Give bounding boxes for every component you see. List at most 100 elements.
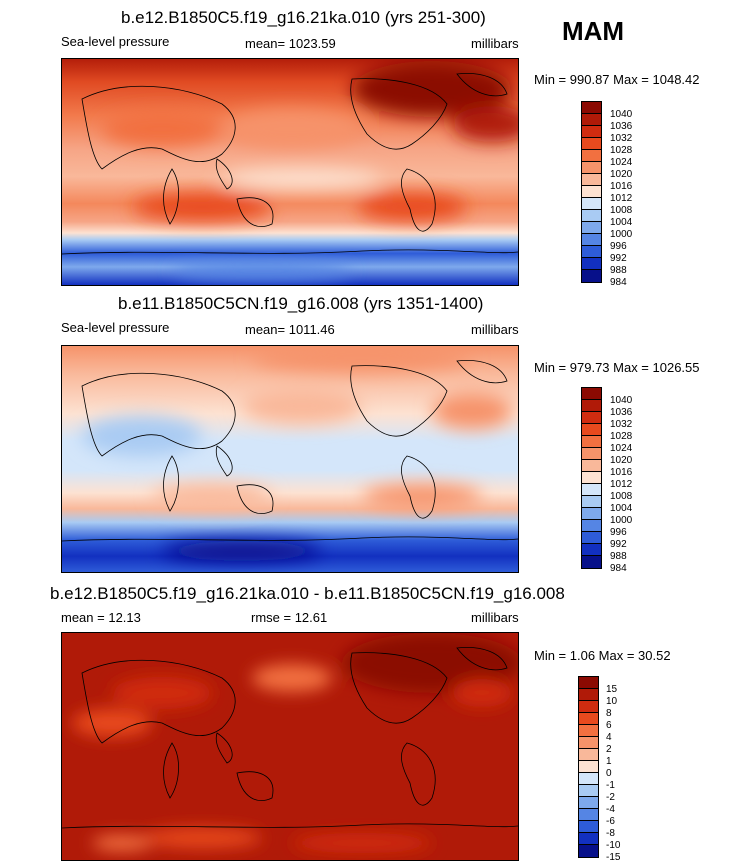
panel3-cb-cell	[579, 689, 598, 701]
panel1-cb-cell	[582, 210, 601, 222]
panel3-tick-label: -1	[606, 780, 615, 791]
panel3-tick-label: 4	[606, 732, 612, 743]
panel1-tick-label: 1016	[610, 181, 633, 192]
panel3-tick-label: -10	[606, 840, 621, 851]
panel3-tick-label: 1	[606, 756, 612, 767]
panel2-tick-label: 1020	[610, 455, 633, 466]
panel2-tick-label: 1008	[610, 491, 633, 502]
panel2-tick-label: 1012	[610, 479, 633, 490]
panel2-tick-label: 1040	[610, 395, 633, 406]
panel1-tick-label: 1012	[610, 193, 633, 204]
panel1-tick-label: 1004	[610, 217, 633, 228]
panel3-cb-cell	[579, 809, 598, 821]
panel1-tick-label: 1036	[610, 121, 633, 132]
panel3-tick-label: 6	[606, 720, 612, 731]
panel3-rmse: rmse = 12.61	[251, 610, 328, 625]
panel2-title: b.e11.B1850C5CN.f19_g16.008 (yrs 1351-14…	[118, 294, 484, 313]
season-label: MAM	[562, 16, 625, 46]
panel1-cb-cell	[582, 174, 601, 186]
panel1-cb-cell	[582, 198, 601, 210]
panel2-tick-label: 1032	[610, 419, 633, 430]
panel3-tick-label: 2	[606, 744, 612, 755]
panel1-title: b.e12.B1850C5.f19_g16.21ka.010 (yrs 251-…	[121, 8, 486, 27]
panel2-cb-cell	[582, 484, 601, 496]
panel2-cb-cell	[582, 424, 601, 436]
panel1-cb-cell	[582, 150, 601, 162]
panel2-cb-cell	[582, 496, 601, 508]
panel3-map	[61, 632, 519, 861]
panel2-field	[62, 346, 518, 572]
panel2-tick-label: 1036	[610, 407, 633, 418]
panel2-variable: Sea-level pressure	[61, 320, 170, 335]
panel2-tick-label: 988	[610, 551, 627, 562]
panel2-colorbar	[581, 387, 602, 569]
panel2-tick-label: 1000	[610, 515, 633, 526]
panel1-cb-cell	[582, 102, 601, 114]
panel1-tick-label: 1000	[610, 229, 633, 240]
panel1-range: Min = 990.87 Max = 1048.42	[534, 72, 700, 87]
panel1-cb-cell	[582, 234, 601, 246]
panel2-tick-label: 1024	[610, 443, 633, 454]
panel2-cb-cell	[582, 460, 601, 472]
panel2-cb-cell	[582, 472, 601, 484]
panel1-cb-cell	[582, 186, 601, 198]
panel2-tick-label: 984	[610, 563, 627, 574]
panel3-cb-cell	[579, 701, 598, 713]
panel3-tick-label: 15	[606, 684, 618, 695]
panel2-mean: mean= 1011.46	[245, 322, 335, 337]
panel2-cb-cell	[582, 436, 601, 448]
panel1-units: millibars	[471, 36, 519, 51]
panel1-tick-label: 1040	[610, 109, 633, 120]
panel1-tick-label: 984	[610, 277, 627, 288]
panel1-map	[61, 58, 519, 286]
panel2-tick-label: 992	[610, 539, 627, 550]
panel2-cb-cell	[582, 400, 601, 412]
panel3-units: millibars	[471, 610, 519, 625]
panel1-cb-cell	[582, 222, 601, 234]
panel3-range: Min = 1.06 Max = 30.52	[534, 648, 671, 663]
panel3-cb-cell	[579, 821, 598, 833]
panel2-tick-label: 1016	[610, 467, 633, 478]
panel3-mean: mean = 12.13	[61, 610, 141, 625]
panel1-mean: mean= 1023.59	[245, 36, 336, 51]
panel2-cb-cell	[582, 388, 601, 400]
panel1-colorbar	[581, 101, 602, 283]
panel1-cb-cell	[582, 126, 601, 138]
panel1-tick-label: 988	[610, 265, 627, 276]
panel1-tick-label: 1028	[610, 145, 633, 156]
panel3-cb-cell	[579, 725, 598, 737]
panel1-tick-label: 1020	[610, 169, 633, 180]
panel3-tick-label: 10	[606, 696, 618, 707]
panel1-cb-cell	[582, 258, 601, 270]
panel2-coastlines	[62, 359, 518, 542]
panel2-cb-cell	[582, 412, 601, 424]
panel1-tick-label: 1024	[610, 157, 633, 168]
panel2-cb-cell	[582, 448, 601, 460]
panel3-cb-cell	[579, 677, 598, 689]
panel3-tick-label: 0	[606, 768, 612, 779]
panel1-coastlines	[62, 72, 518, 255]
panel3-tick-label: -6	[606, 816, 615, 827]
panel1-tick-label: 996	[610, 241, 627, 252]
panel2-range: Min = 979.73 Max = 1026.55	[534, 360, 700, 375]
panel2-cb-cell	[582, 508, 601, 520]
panel3-tick-label: -4	[606, 804, 615, 815]
panel3-colorbar	[578, 676, 599, 858]
panel3-tick-label: -8	[606, 828, 615, 839]
panel1-tick-label: 1032	[610, 133, 633, 144]
panel3-cb-cell	[579, 797, 598, 809]
panel2-units: millibars	[471, 322, 519, 337]
panel3-cb-cell	[579, 713, 598, 725]
panel2-cb-cell	[582, 532, 601, 544]
panel3-cb-cell	[579, 761, 598, 773]
panel1-cb-cell	[582, 162, 601, 174]
panel2-tick-label: 1028	[610, 431, 633, 442]
panel3-tick-label: -2	[606, 792, 615, 803]
panel2-cb-cell	[582, 556, 601, 568]
panel3-cb-cell	[579, 737, 598, 749]
panel1-cb-cell	[582, 138, 601, 150]
panel2-map	[61, 345, 519, 573]
panel1-tick-label: 992	[610, 253, 627, 264]
panel3-field	[62, 633, 518, 860]
panel3-cb-cell	[579, 773, 598, 785]
